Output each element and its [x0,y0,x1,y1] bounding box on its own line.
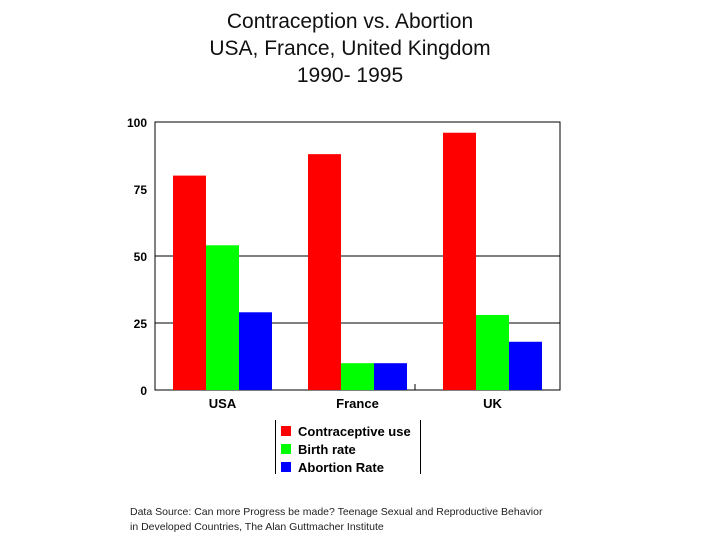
chart-title-line-2: USA, France, United Kingdom [209,37,491,60]
legend-label-abortion-rate: Abortion Rate [298,459,384,475]
y-tick-label-100: 100 [127,116,147,130]
data-source-note: Data Source: Can more Progress be made? … [130,505,590,535]
chart-title-line-1: Contraception vs. Abortion [226,10,474,33]
legend-swatch-contraceptive-use [281,426,291,436]
legend-item-abortion-rate: Abortion Rate [276,459,420,475]
data-source-line-1: Data Source: Can more Progress be made? … [130,506,543,518]
bar-france-abortion-rate [374,363,407,390]
chart-legend: Contraceptive use Birth rate Abortion Ra… [275,420,421,475]
legend-item-contraceptive-use: Contraceptive use [276,423,420,439]
y-tick-label-50: 50 [134,250,148,264]
bar-usa-abortion-rate [239,312,272,390]
y-tick-label-0: 0 [140,384,147,398]
x-tick-label-uk: UK [483,396,502,411]
legend-label-contraceptive-use: Contraceptive use [298,423,411,439]
bar-uk-contraceptive-use [443,132,476,390]
bar-france-birth-rate [341,363,374,390]
bar-usa-contraceptive-use [173,175,206,390]
x-tick-label-usa: USA [209,396,237,411]
legend-label-birth-rate: Birth rate [298,441,356,457]
legend-swatch-abortion-rate [281,462,291,472]
data-source-line-2: in Developed Countries, The Alan Guttmac… [130,521,384,533]
y-tick-label-25: 25 [134,317,148,331]
x-tick-label-france: France [336,396,379,411]
legend-item-birth-rate: Birth rate [276,441,420,457]
bar-uk-abortion-rate [509,341,542,390]
bar-uk-birth-rate [476,314,509,390]
chart-title-line-3: 1990- 1995 [296,64,404,87]
legend-swatch-birth-rate [281,444,291,454]
bar-usa-birth-rate [206,245,239,390]
chart-title: Contraception vs. Abortion USA, France, … [0,8,700,89]
y-tick-label-75: 75 [134,183,148,197]
bar-france-contraceptive-use [308,154,341,390]
